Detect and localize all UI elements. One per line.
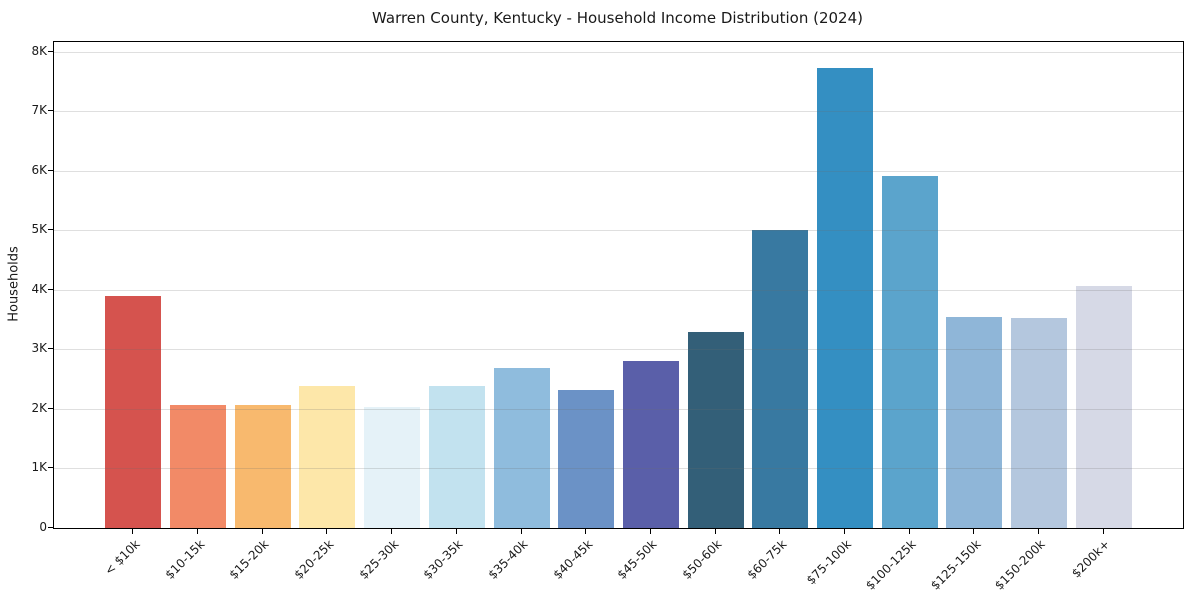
gridline-5k xyxy=(54,230,1183,232)
gridline-3k xyxy=(54,349,1183,351)
bar-25-30k xyxy=(364,406,421,528)
y-tick-mark xyxy=(48,348,53,350)
x-tick-mark xyxy=(1102,529,1104,534)
y-tick-mark xyxy=(48,467,53,469)
x-tick-label-text: $25-30k xyxy=(356,537,401,582)
y-tick-label: 2K xyxy=(31,400,47,415)
bar-75-100k xyxy=(816,67,873,528)
bar-10k xyxy=(105,296,162,528)
y-tick-label: 7K xyxy=(31,103,47,118)
x-tick-mark xyxy=(649,529,651,534)
gridline-6k xyxy=(54,170,1183,172)
gridline-1k xyxy=(54,468,1183,470)
x-tick-mark xyxy=(843,529,845,534)
chart-title: Warren County, Kentucky - Household Inco… xyxy=(372,9,863,27)
x-tick-label-text: $50-60k xyxy=(679,537,725,582)
x-tick-label-text: $125-150k xyxy=(927,537,984,590)
x-tick-label-text: $10-15k xyxy=(162,537,207,582)
y-tick-label: 6K xyxy=(31,162,47,177)
x-tick-label-text: $20-25k xyxy=(291,537,337,582)
x-tick-label-text: $75-100k xyxy=(803,537,854,588)
bar-50-60k xyxy=(687,331,744,528)
gridline-2k xyxy=(54,408,1183,410)
bar-60-75k xyxy=(752,230,809,528)
x-tick-mark xyxy=(908,529,910,534)
y-tick-label: 0 xyxy=(39,520,47,534)
x-tick-label-text: $30-35k xyxy=(420,537,466,582)
x-tick-mark xyxy=(520,529,522,534)
bar-35-40k xyxy=(493,368,550,528)
y-tick-mark xyxy=(48,407,53,409)
x-tick-mark xyxy=(391,529,393,534)
bar-45-50k xyxy=(622,361,679,528)
y-tick-label: 5K xyxy=(31,222,47,237)
x-tick-mark xyxy=(261,529,263,534)
bar-125-150k xyxy=(946,317,1003,528)
x-tick-mark xyxy=(326,529,328,534)
y-tick-mark xyxy=(48,110,53,112)
y-tick-label: 3K xyxy=(31,341,47,356)
bar-200k xyxy=(1075,286,1132,528)
y-tick-mark xyxy=(48,50,53,52)
x-tick-label-text: $15-20k xyxy=(226,537,272,582)
y-tick-label: 8K xyxy=(31,43,47,58)
bar-10-15k xyxy=(170,405,226,528)
x-tick-label-text: $200k+ xyxy=(1069,537,1113,581)
y-tick-label: 4K xyxy=(31,281,47,296)
x-tick-label-text: < $10k xyxy=(101,537,143,578)
x-tick-mark xyxy=(714,529,716,534)
gridline-7k xyxy=(54,111,1183,113)
x-tick-mark xyxy=(132,529,134,534)
bar-20-25k xyxy=(299,386,356,528)
x-tick-label-text: $60-75k xyxy=(744,537,790,582)
bar-30-35k xyxy=(428,386,485,528)
bar-15-20k xyxy=(234,405,291,528)
x-tick-mark xyxy=(1038,529,1039,534)
y-tick-mark xyxy=(48,527,53,528)
x-tick-mark xyxy=(779,529,781,534)
x-tick-label-text: $45-50k xyxy=(614,537,660,582)
x-tick-mark xyxy=(197,529,198,534)
gridline-8k xyxy=(54,51,1183,53)
y-tick-mark xyxy=(48,288,53,290)
bar-150-200k xyxy=(1011,317,1067,528)
x-tick-label-text: $100-125k xyxy=(862,537,919,590)
x-tick-mark xyxy=(973,529,975,534)
x-tick-label-text: $150-200k xyxy=(992,537,1048,590)
bar-40-45k xyxy=(558,389,615,528)
x-tick-mark xyxy=(455,529,457,534)
y-tick-mark xyxy=(48,229,53,231)
y-tick-label: 1K xyxy=(31,460,47,475)
x-tick-mark xyxy=(585,529,587,534)
x-tick-label-text: $35-40k xyxy=(485,537,531,582)
plot-area xyxy=(53,41,1184,529)
y-tick-mark xyxy=(48,169,53,171)
gridline-4k xyxy=(54,289,1183,291)
x-tick-label-text: $40-45k xyxy=(550,537,596,582)
bar-100-125k xyxy=(881,176,938,528)
